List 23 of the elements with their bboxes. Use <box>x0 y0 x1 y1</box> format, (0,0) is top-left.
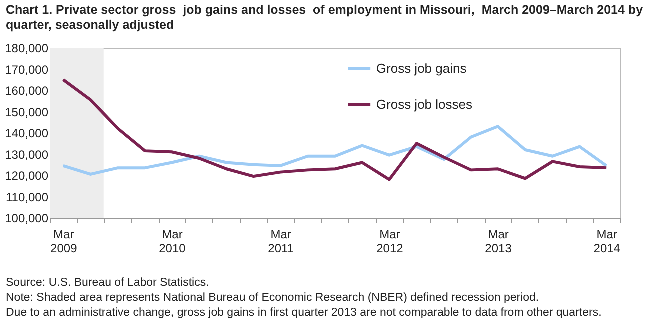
legend-label: Gross job losses <box>376 97 473 112</box>
y-tick-label: 110,000 <box>6 190 49 204</box>
line-series <box>62 78 608 182</box>
y-tick-label: 130,000 <box>5 148 49 162</box>
y-tick-label: 180,000 <box>5 42 49 56</box>
y-tick-label: 140,000 <box>5 126 49 140</box>
x-tick-label: Mar 2013 <box>485 228 512 256</box>
y-tick-label: 170,000 <box>5 62 49 77</box>
x-tick-label: Mar 2012 <box>376 228 404 256</box>
x-tick-label: Mar 2011 <box>268 228 294 256</box>
line-series <box>62 125 608 176</box>
x-tick-label: Mar 2009 <box>50 228 78 256</box>
text: Note: Shaded area represents National Bureau of Economic Research (NBER) defined recession period. <box>6 291 540 306</box>
chart-title: Chart 1. Private sector gross job gains and losses of employment in Missouri, March 2009–March 2014 by quarter, seasonally adjusted <box>6 3 644 33</box>
y-tick-label: 100,000 <box>5 212 49 226</box>
legend-label: Gross job gains <box>376 61 468 76</box>
y-tick-label: 160,000 <box>5 84 49 98</box>
text: Due to an administrative change, gross job gains in first quarter 2013 are not comparable to data from other quarters. <box>6 306 602 321</box>
y-tick-label: 150,000 <box>5 105 49 120</box>
x-tick-label: Mar 2014 <box>594 228 621 256</box>
y-tick-label: 120,000 <box>5 169 49 183</box>
source-note: Source: U.S. Bureau of Labor Statistics. <box>6 276 210 291</box>
x-tick-label: Mar 2010 <box>159 228 186 256</box>
